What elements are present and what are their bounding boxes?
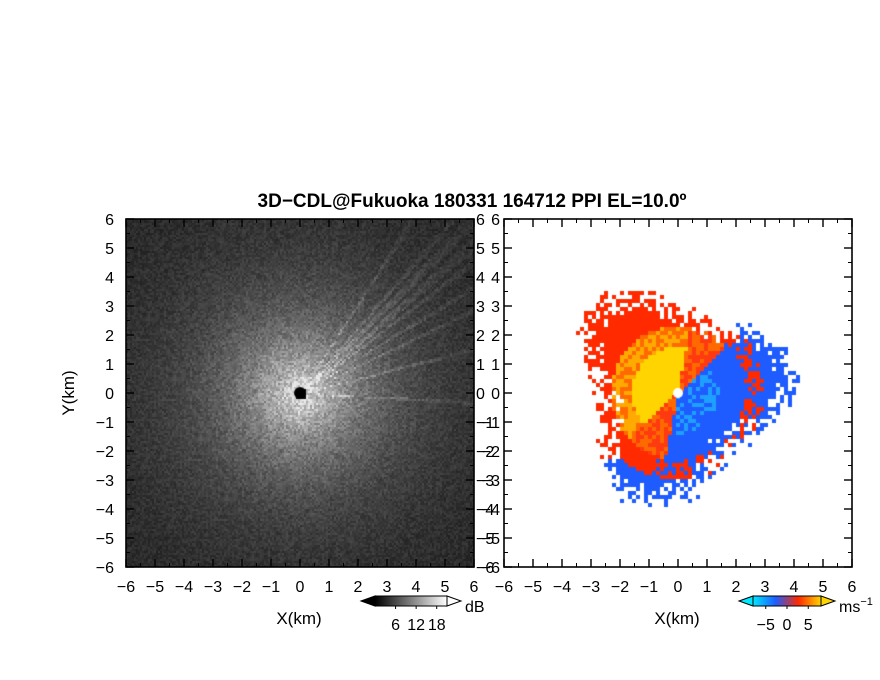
intensity-colorbar: 6 12 18 dB — [359, 595, 485, 634]
y-tick-label: 6 — [491, 212, 500, 229]
x-tick-label: 0 — [674, 579, 683, 596]
y-tick-label: −3 — [482, 473, 500, 490]
velocity-image — [504, 219, 852, 567]
x-tick-label: −1 — [640, 579, 658, 596]
y-tick-label: −5 — [96, 531, 114, 548]
y-tick-label: −5 — [482, 531, 500, 548]
colorbar-extend-high — [446, 595, 463, 607]
colorbar-unit: dB — [465, 599, 485, 616]
y-tick-label: 3 — [491, 299, 500, 316]
colorbar-extend-low — [359, 595, 376, 607]
x-tick-label: 5 — [441, 579, 450, 596]
y-tick-label: −6 — [96, 560, 114, 577]
x-tick-label: −4 — [175, 579, 193, 596]
velocity-ticks: −6 −5 −4 −3 −2 −1 0 1 2 3 4 5 6 −6 −5 −4 −3 −2 −1 0 1 2 3 4 5 6 — [482, 212, 857, 596]
x-tick-label: 0 — [296, 579, 305, 596]
y-tick-label-right: 3 — [476, 299, 485, 316]
x-tick-label: 5 — [819, 579, 828, 596]
y-tick-label-right: 4 — [476, 270, 485, 287]
colorbar-tick-label: 5 — [804, 617, 813, 634]
y-tick-label: 4 — [491, 270, 500, 287]
intensity-y-axis-label: Y(km) — [59, 370, 78, 415]
velocity-panel: −6 −5 −4 −3 −2 −1 0 1 2 3 4 5 6 −6 −5 −4 −3 −2 −1 0 1 2 3 4 5 6 X… — [482, 212, 873, 634]
y-tick-label-right: −1 — [476, 415, 494, 432]
y-tick-label: 4 — [105, 270, 114, 287]
intensity-x-axis-label: X(km) — [276, 609, 321, 628]
x-tick-label: 1 — [703, 579, 712, 596]
x-tick-label: 6 — [848, 579, 857, 596]
colorbar-tick-label: 6 — [391, 617, 400, 634]
y-tick-label: 6 — [105, 212, 114, 229]
x-tick-label: −4 — [553, 579, 571, 596]
colorbar-tick-label: −5 — [757, 617, 775, 634]
x-tick-label: 1 — [325, 579, 334, 596]
velocity-x-axis-label: X(km) — [654, 609, 699, 628]
y-tick-label-right: 2 — [476, 328, 485, 345]
intensity-ticks: −6 −5 −4 −3 −2 −1 0 1 2 3 4 5 6−6 −6−5 −5−4 −4−3 −3−2 −2−… — [96, 212, 495, 596]
colorbar-bar — [374, 595, 448, 607]
y-tick-label-right: 1 — [476, 357, 485, 374]
intensity-image — [126, 219, 474, 567]
y-tick-label-right: 0 — [476, 386, 485, 403]
y-tick-label: 1 — [491, 357, 500, 374]
colorbar-tick-label: 12 — [407, 617, 425, 634]
x-tick-label: 3 — [761, 579, 770, 596]
y-tick-label: −2 — [96, 444, 114, 461]
y-tick-label: −4 — [482, 502, 500, 519]
velocity-canvas-holder — [504, 219, 852, 567]
x-tick-label: −6 — [117, 579, 135, 596]
y-tick-label: −1 — [482, 415, 500, 432]
y-tick-label: 5 — [105, 241, 114, 258]
colorbar-extend-high — [820, 595, 837, 607]
x-tick-label: 6 — [470, 579, 479, 596]
x-tick-label: −1 — [262, 579, 280, 596]
x-tick-label: −5 — [524, 579, 542, 596]
velocity-colorbar: −5 0 5 ms−1 — [737, 595, 873, 634]
colorbar-tick-label: 0 — [783, 617, 792, 634]
x-tick-label: 2 — [354, 579, 363, 596]
y-tick-label: 2 — [491, 328, 500, 345]
y-tick-label: 0 — [491, 386, 500, 403]
figure-title: 3D−CDL@Fukuoka 180331 164712 PPI EL=10.0… — [258, 191, 687, 212]
colorbar-tick-label: 18 — [428, 617, 446, 634]
y-tick-label: −2 — [482, 444, 500, 461]
y-tick-label-right: 5 — [476, 241, 485, 258]
x-tick-label: −2 — [611, 579, 629, 596]
colorbar-bar — [752, 595, 822, 607]
x-tick-label: 3 — [383, 579, 392, 596]
x-tick-label: −5 — [146, 579, 164, 596]
x-tick-label: −6 — [495, 579, 513, 596]
y-tick-label-right: 6 — [476, 212, 485, 229]
y-tick-label: 1 — [105, 357, 114, 374]
x-tick-label: −3 — [582, 579, 600, 596]
y-tick-label: −6 — [482, 560, 500, 577]
x-tick-label: −2 — [233, 579, 251, 596]
x-tick-label: 2 — [732, 579, 741, 596]
y-tick-label: 3 — [105, 299, 114, 316]
colorbar-extend-low — [737, 595, 754, 607]
x-tick-label: 4 — [412, 579, 421, 596]
colorbar-unit: ms−1 — [839, 596, 873, 616]
y-tick-label-right: −4 — [476, 502, 494, 519]
y-tick-label: −1 — [96, 415, 114, 432]
x-tick-label: 4 — [790, 579, 799, 596]
y-tick-label: 5 — [491, 241, 500, 258]
y-tick-label: 2 — [105, 328, 114, 345]
y-tick-label-right: −6 — [476, 560, 494, 577]
x-tick-label: −3 — [204, 579, 222, 596]
y-tick-label-right: −3 — [476, 473, 494, 490]
y-tick-label: 0 — [105, 386, 114, 403]
y-tick-label-right: −5 — [476, 531, 494, 548]
y-tick-label-right: −2 — [476, 444, 494, 461]
intensity-canvas-holder — [126, 219, 474, 567]
y-tick-label: −4 — [96, 502, 114, 519]
intensity-panel: −6 −5 −4 −3 −2 −1 0 1 2 3 4 5 6−6 −6−5 −5−4 −4−3 −3−2 −2−… — [59, 212, 494, 634]
y-tick-label: −3 — [96, 473, 114, 490]
colorbar-unit-superscript: −1 — [860, 596, 873, 608]
